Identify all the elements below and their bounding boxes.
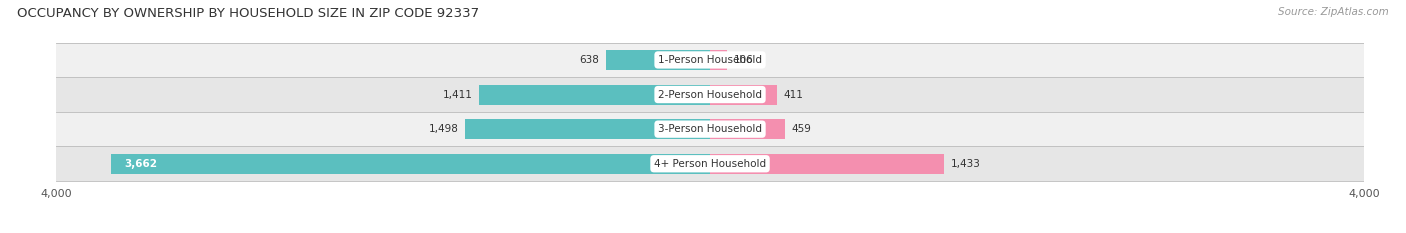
Text: 638: 638: [579, 55, 599, 65]
Text: 1,433: 1,433: [950, 159, 980, 169]
Text: 3-Person Household: 3-Person Household: [658, 124, 762, 134]
Text: OCCUPANCY BY OWNERSHIP BY HOUSEHOLD SIZE IN ZIP CODE 92337: OCCUPANCY BY OWNERSHIP BY HOUSEHOLD SIZE…: [17, 7, 479, 20]
Bar: [710, 50, 727, 70]
Text: 1,498: 1,498: [429, 124, 458, 134]
Text: Source: ZipAtlas.com: Source: ZipAtlas.com: [1278, 7, 1389, 17]
Text: 1,411: 1,411: [443, 89, 472, 99]
Bar: [111, 154, 710, 174]
Bar: [710, 85, 778, 105]
Text: 459: 459: [792, 124, 811, 134]
Text: 4+ Person Household: 4+ Person Household: [654, 159, 766, 169]
Text: 1-Person Household: 1-Person Household: [658, 55, 762, 65]
Text: 411: 411: [783, 89, 804, 99]
Bar: [479, 85, 710, 105]
Bar: [606, 50, 710, 70]
Bar: [56, 77, 1364, 112]
Text: 2-Person Household: 2-Person Household: [658, 89, 762, 99]
Bar: [710, 119, 785, 139]
Bar: [56, 147, 1364, 181]
Bar: [56, 43, 1364, 77]
Text: 106: 106: [734, 55, 754, 65]
Bar: [465, 119, 710, 139]
Bar: [710, 154, 945, 174]
Text: 3,662: 3,662: [125, 159, 157, 169]
Bar: [56, 112, 1364, 147]
